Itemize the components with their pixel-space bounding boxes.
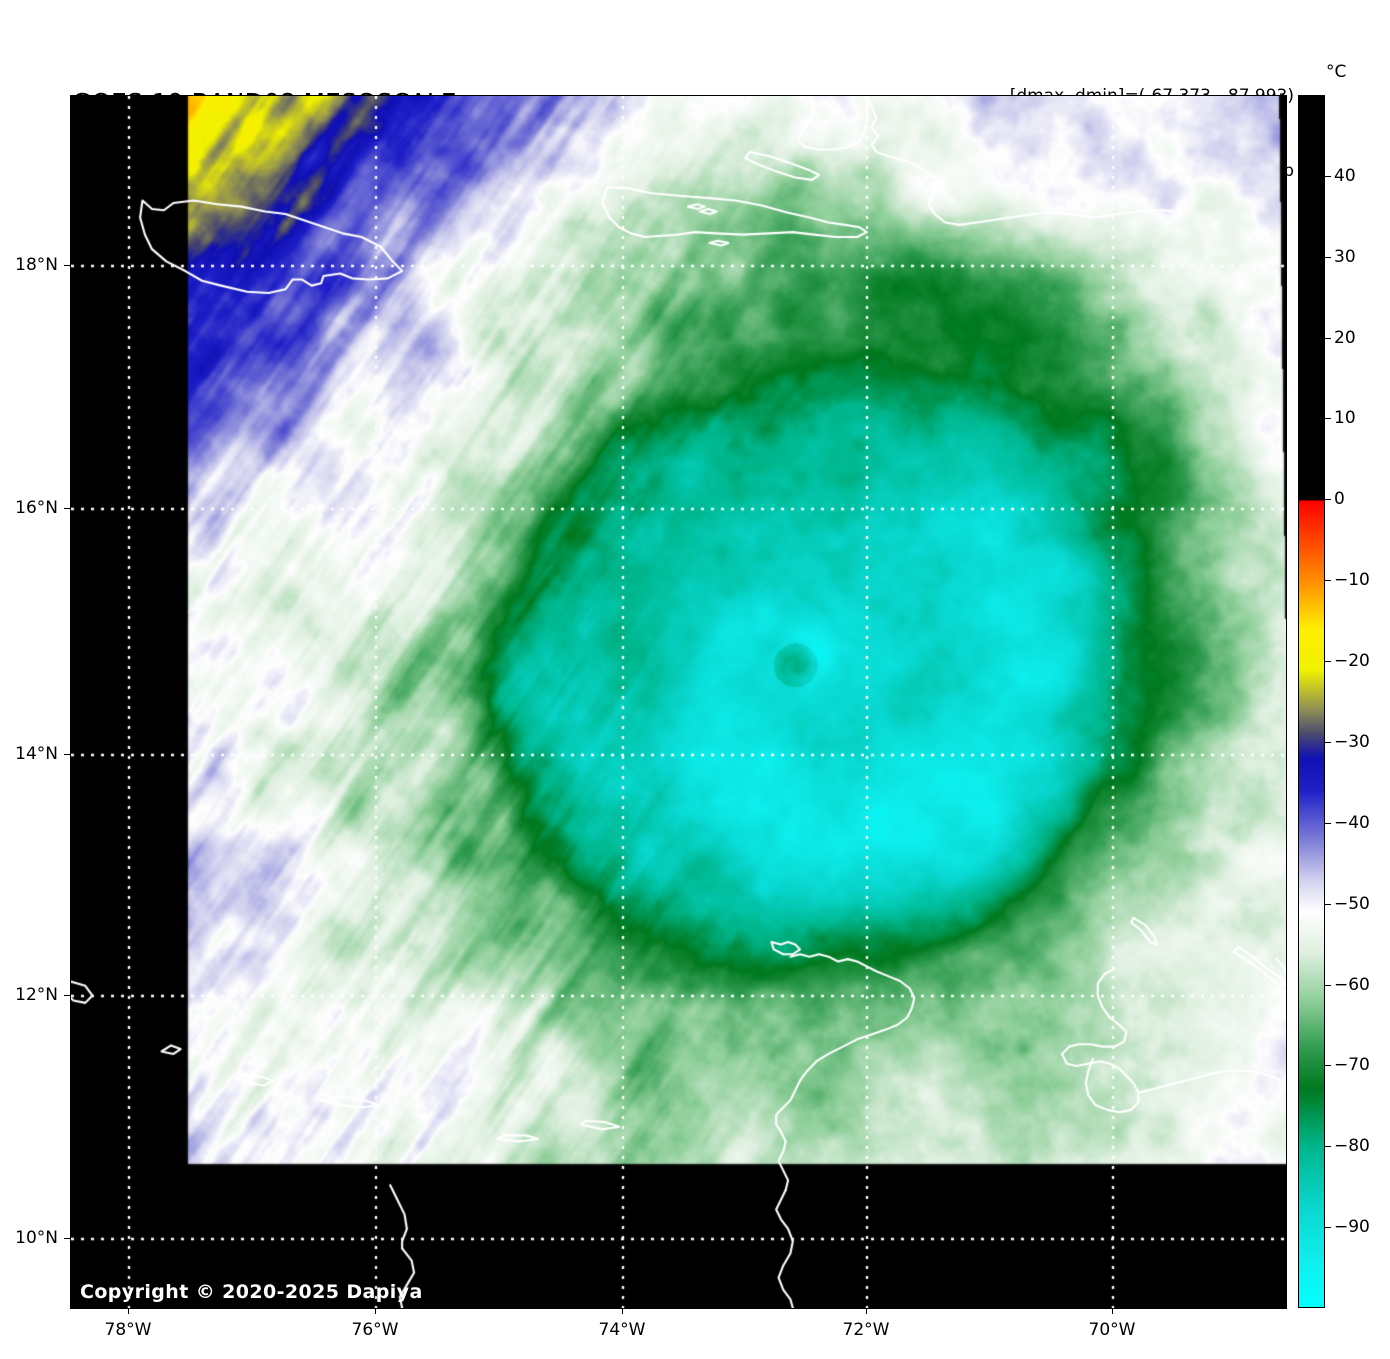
colorbar-tick-mark (1325, 175, 1331, 177)
y-axis-tick-label: 16°N (15, 498, 58, 518)
temperature-colorbar[interactable] (1298, 95, 1325, 1308)
colorbar-tick-mark (1325, 337, 1331, 339)
y-axis-tick-mark (64, 1238, 70, 1239)
colorbar-tick-mark (1325, 418, 1331, 420)
colorbar-tick-label: 20 (1334, 327, 1356, 348)
x-axis-tick-label: 74°W (598, 1320, 646, 1340)
colorbar-tick-label: 0 (1334, 489, 1345, 510)
y-axis-tick-mark (64, 508, 70, 509)
x-axis-tick-label: 70°W (1088, 1320, 1136, 1340)
colorbar-tick-label: −70 (1334, 1055, 1370, 1076)
colorbar-tick-mark (1325, 1065, 1331, 1067)
x-axis-tick-mark (866, 1308, 867, 1314)
y-axis-tick-mark (64, 754, 70, 755)
x-axis-tick-mark (128, 1308, 129, 1314)
x-axis-tick-mark (1112, 1308, 1113, 1314)
y-axis-tick-label: 14°N (15, 744, 58, 764)
satellite-image-plot[interactable] (70, 95, 1287, 1309)
colorbar-tick-mark (1325, 256, 1331, 258)
y-axis-tick-mark (64, 265, 70, 266)
colorbar-tick-mark (1325, 1227, 1331, 1229)
y-axis-tick-label: 18°N (15, 255, 58, 275)
colorbar-tick-label: −50 (1334, 893, 1370, 914)
colorbar-tick-label: −10 (1334, 570, 1370, 591)
colorbar-tick-label: 10 (1334, 408, 1356, 429)
x-axis-tick-mark (375, 1308, 376, 1314)
colorbar-tick-label: 40 (1334, 165, 1356, 186)
colorbar-tick-mark (1325, 903, 1331, 905)
colorbar-tick-mark (1325, 580, 1331, 582)
colorbar-tick-mark (1325, 984, 1331, 986)
x-axis-tick-label: 76°W (351, 1320, 399, 1340)
colorbar-tick-label: −60 (1334, 974, 1370, 995)
x-axis-tick-label: 78°W (104, 1320, 152, 1340)
colorbar-gradient (1299, 96, 1324, 1307)
colorbar-tick-mark (1325, 1146, 1331, 1148)
copyright-notice: Copyright © 2020-2025 Dapiya (80, 1281, 423, 1303)
colorbar-tick-mark (1325, 661, 1331, 663)
colorbar-tick-label: −90 (1334, 1217, 1370, 1238)
x-axis-tick-mark (622, 1308, 623, 1314)
coastline-and-grid-overlay (71, 96, 1286, 1308)
colorbar-unit-label: °C (1326, 62, 1347, 82)
colorbar-tick-mark (1325, 822, 1331, 824)
colorbar-tick-label: 30 (1334, 246, 1356, 267)
colorbar-tick-mark (1325, 741, 1331, 743)
y-axis-tick-label: 12°N (15, 985, 58, 1005)
colorbar-tick-label: −20 (1334, 651, 1370, 672)
x-axis-tick-label: 72°W (842, 1320, 890, 1340)
colorbar-tick-label: −30 (1334, 731, 1370, 752)
y-axis-tick-label: 10°N (15, 1228, 58, 1248)
y-axis-tick-mark (64, 995, 70, 996)
colorbar-tick-label: −40 (1334, 812, 1370, 833)
colorbar-tick-label: −80 (1334, 1136, 1370, 1157)
colorbar-tick-mark (1325, 499, 1331, 501)
